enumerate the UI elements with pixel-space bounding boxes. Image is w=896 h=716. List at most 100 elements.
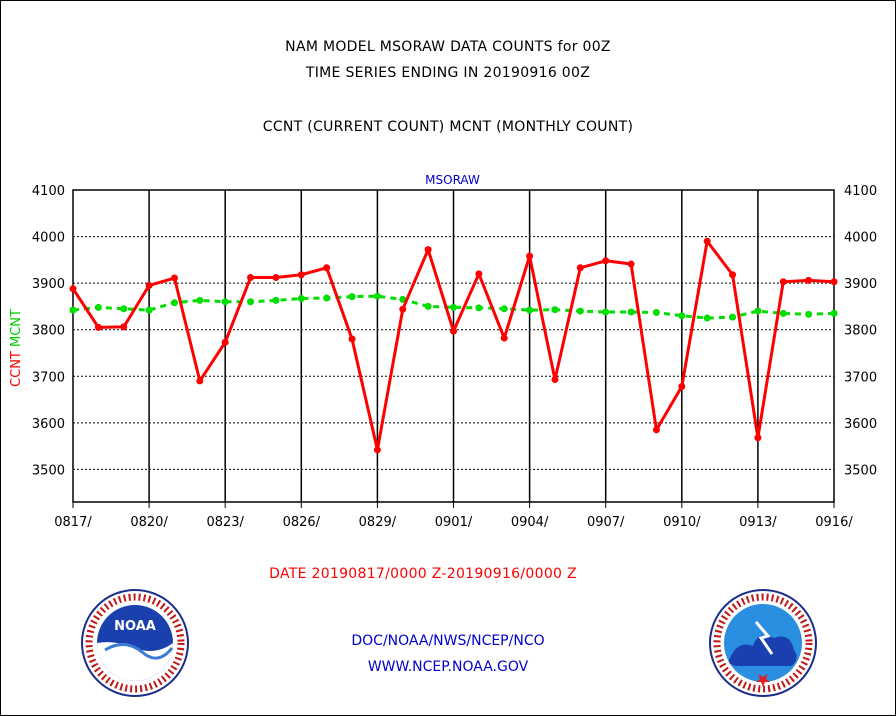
y-tick-label-left: 4000 [32,231,65,246]
data-point-mcnt [196,296,204,304]
chart-title-line-1: NAM MODEL MSORAW DATA COUNTS for 00Z [285,39,611,55]
data-point-mcnt [551,306,559,314]
data-point-mcnt [526,306,534,314]
data-point-ccnt [754,434,762,442]
chart-title-line-3: CCNT (CURRENT COUNT) MCNT (MONTHLY COUNT… [262,119,634,135]
data-point-mcnt [120,305,128,313]
data-point-mcnt [221,298,229,306]
data-point-mcnt [805,310,813,318]
data-point-ccnt [170,274,178,282]
y-tick-label-left: 3900 [32,277,65,292]
data-point-ccnt [627,260,635,268]
data-point-mcnt [450,303,457,311]
data-point-mcnt [373,292,381,300]
x-tick-label: 0901/ [435,515,473,530]
x-tick-label: 0904/ [511,515,549,530]
data-point-mcnt [94,303,102,311]
data-point-mcnt [247,298,255,306]
organization-label: DOC/NOAA/NWS/NCEP/NCO [351,633,545,649]
y-tick-label-right: 3600 [844,417,877,432]
website-link[interactable]: WWW.NCEP.NOAA.GOV [367,659,529,675]
data-point-ccnt [450,327,457,335]
data-point-ccnt [69,285,77,293]
noaa-logo: NOAA [81,589,189,697]
x-tick-label: 0820/ [130,515,168,530]
data-point-ccnt [323,264,331,272]
data-point-mcnt [297,295,305,303]
y-tick-label-left: 3600 [32,417,65,432]
data-point-ccnt [602,257,610,265]
data-point-mcnt [830,309,838,317]
noaa-logo-text: NOAA [114,619,156,634]
data-point-mcnt [602,308,610,316]
y-tick-label-left: 4100 [32,184,65,199]
data-point-mcnt [652,308,660,316]
chart-title: MSORAW [425,173,480,187]
data-point-mcnt [678,312,686,320]
x-tick-label: 0916/ [815,515,853,530]
x-tick-label: 0910/ [663,515,701,530]
data-point-ccnt [297,271,305,279]
y-tick-label-right: 3800 [844,324,877,339]
y-tick-label-right: 3900 [844,277,877,292]
data-point-mcnt [145,306,153,314]
data-point-ccnt [526,252,534,260]
data-point-ccnt [120,323,128,331]
data-point-ccnt [551,376,559,384]
data-point-ccnt [247,274,255,282]
data-point-ccnt [221,338,229,346]
data-point-ccnt [373,446,381,454]
y-tick-label-left: 3500 [32,463,65,478]
nws-logo [709,589,817,697]
data-point-mcnt [779,309,787,317]
data-point-mcnt [323,294,331,302]
data-point-mcnt [399,295,407,303]
y-axis-label: CCNT MCNT [9,309,24,387]
y-axis-label-mcnt: MCNT [9,309,24,351]
date-range-label: DATE 20190817/0000 Z-20190916/0000 Z [269,566,577,582]
data-point-mcnt [627,308,635,316]
data-point-ccnt [805,276,813,284]
y-tick-label-right: 4000 [844,231,877,246]
data-point-ccnt [145,281,153,289]
data-point-ccnt [424,246,432,254]
data-point-ccnt [500,334,508,342]
chart-title-line-2: TIME SERIES ENDING IN 20190916 00Z [305,65,591,81]
data-point-mcnt [729,313,737,321]
data-point-mcnt [424,302,432,310]
data-point-ccnt [272,274,280,282]
y-tick-label-right: 4100 [844,184,877,199]
data-point-mcnt [500,305,508,313]
x-tick-label: 0829/ [359,515,397,530]
data-point-ccnt [475,270,483,278]
data-point-mcnt [576,307,584,315]
y-axis-label-ccnt: CCNT [9,351,24,387]
y-tick-label-left: 3800 [32,324,65,339]
data-point-ccnt [399,305,407,313]
data-point-mcnt [170,299,178,307]
x-tick-label: 0817/ [54,515,92,530]
y-tick-label-left: 3700 [32,370,65,385]
data-point-ccnt [779,278,787,286]
data-point-ccnt [196,377,204,385]
x-tick-label: 0826/ [283,515,321,530]
data-point-ccnt [652,426,660,434]
data-point-ccnt [729,271,737,279]
data-point-ccnt [348,335,356,343]
data-point-mcnt [272,296,280,304]
data-point-ccnt [678,383,686,391]
data-point-ccnt [576,264,584,272]
data-point-mcnt [475,304,483,312]
x-tick-label: 0907/ [587,515,625,530]
x-tick-label: 0913/ [739,515,777,530]
y-tick-label-right: 3700 [844,370,877,385]
data-point-mcnt [754,307,762,315]
data-point-ccnt [703,237,711,245]
data-point-ccnt [94,323,102,331]
y-tick-label-right: 3500 [844,463,877,478]
data-point-ccnt [830,278,838,286]
data-point-mcnt [703,314,711,322]
data-point-mcnt [348,293,356,301]
data-point-mcnt [69,306,77,314]
